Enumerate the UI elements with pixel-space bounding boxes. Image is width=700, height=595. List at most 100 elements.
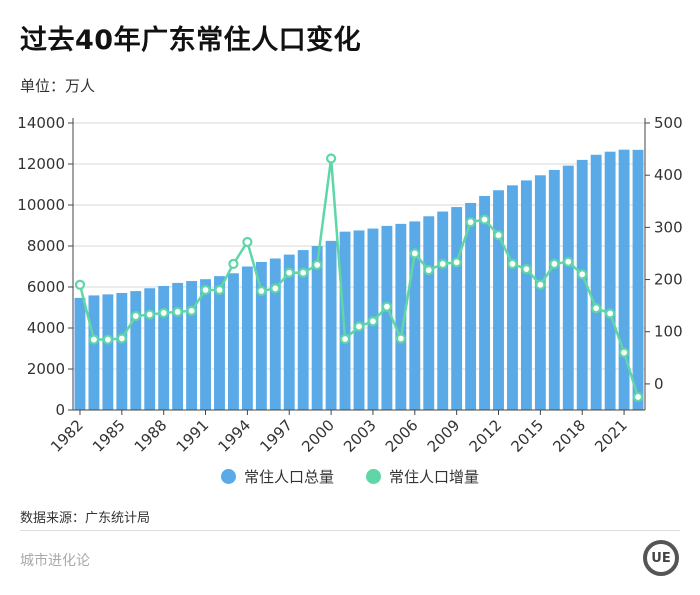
legend-marker-increment <box>366 469 381 484</box>
x-axis-ticks: 1982 1985 1988 1991 1994 1997 2000 2003 2006 2009… <box>47 410 631 456</box>
x-tick-label: 2018 <box>549 416 589 456</box>
x-tick-label: 2021 <box>591 416 631 456</box>
point-1993 <box>228 258 239 269</box>
legend-item-total[interactable]: 常住人口总量 <box>220 466 334 487</box>
point-2018 <box>577 269 588 280</box>
legend: 常住人口总量 常住人口增量 <box>0 466 700 487</box>
bar-2013 <box>507 185 518 410</box>
point-1992 <box>214 284 225 296</box>
legend-marker-total <box>220 469 236 484</box>
bar-1986 <box>130 291 142 410</box>
bar-2009 <box>451 207 463 410</box>
unit-label: 单位：万人 <box>20 77 96 95</box>
point-1999 <box>312 259 323 271</box>
x-tick-label: 2012 <box>466 416 506 456</box>
bar-1994 <box>241 266 253 410</box>
point-2013 <box>507 258 518 269</box>
bar-2000 <box>325 240 337 410</box>
bar-2005 <box>395 223 407 410</box>
right-tick-label: 0 <box>654 375 664 393</box>
bar-2004 <box>381 225 393 410</box>
bar-1987 <box>144 288 156 410</box>
point-2007 <box>423 265 434 276</box>
bar-1997 <box>283 254 295 410</box>
x-tick-label: 1985 <box>89 416 129 456</box>
bar-1985 <box>116 292 128 410</box>
point-2001 <box>339 333 351 345</box>
axes <box>72 118 646 411</box>
bar-2012 <box>493 190 504 410</box>
bar-2008 <box>437 211 449 410</box>
bar-2011 <box>479 195 491 410</box>
point-2012 <box>493 230 504 241</box>
bar-2022 <box>632 149 644 411</box>
point-2014 <box>521 264 532 275</box>
bar-series <box>74 149 644 411</box>
point-1982 <box>74 279 86 290</box>
point-1995 <box>256 285 267 297</box>
point-1988 <box>158 307 169 319</box>
bar-2020 <box>604 151 616 410</box>
point-1991 <box>200 284 211 296</box>
point-1987 <box>144 309 155 320</box>
x-tick-label: 2000 <box>298 416 338 456</box>
bar-1991 <box>200 279 211 410</box>
population-chart: 0 2000 4000 6000 8000 10000 12000 14000 0 100 200… <box>17 114 683 456</box>
point-2016 <box>549 258 560 269</box>
brand-name: 城市进化论 <box>20 553 90 569</box>
bar-1983 <box>88 295 100 410</box>
x-tick-label: 2006 <box>382 416 422 456</box>
right-tick-label: 500 <box>654 114 683 132</box>
point-2011 <box>479 214 490 225</box>
bar-2006 <box>409 221 421 410</box>
x-tick-label: 1982 <box>47 416 87 456</box>
legend-item-increment[interactable]: 常住人口增量 <box>366 466 479 487</box>
right-tick-label: 100 <box>654 323 683 341</box>
bar-2018 <box>576 159 588 410</box>
point-2015 <box>535 279 546 290</box>
point-2002 <box>353 321 365 332</box>
bar-1989 <box>172 282 184 410</box>
point-1984 <box>102 334 113 345</box>
point-2000 <box>325 153 337 164</box>
bar-2002 <box>353 230 365 410</box>
right-tick-label: 200 <box>654 271 683 289</box>
point-2021 <box>618 347 630 358</box>
bar-2021 <box>618 149 630 410</box>
x-tick-label: 2009 <box>424 416 464 456</box>
point-2006 <box>409 248 420 259</box>
bar-2019 <box>590 154 602 410</box>
legend-label-total: 常住人口总量 <box>243 468 334 486</box>
point-1998 <box>298 267 309 278</box>
right-axis-ticks: 0 100 200 300 400 500 <box>645 114 683 393</box>
right-tick-label: 300 <box>654 218 683 236</box>
point-1986 <box>130 310 141 322</box>
point-2004 <box>381 301 393 312</box>
bar-2010 <box>465 202 477 410</box>
page-title: 过去40年广东常住人口变化 <box>20 25 362 56</box>
line-series <box>74 153 644 403</box>
bar-1995 <box>255 261 267 410</box>
left-tick-label: 0 <box>55 401 65 419</box>
bar-1992 <box>214 276 225 410</box>
point-2008 <box>437 258 448 269</box>
point-2010 <box>465 217 476 228</box>
left-axis-ticks: 0 2000 4000 6000 8000 10000 12000 14000 <box>17 114 73 419</box>
point-2003 <box>367 316 379 327</box>
bar-1984 <box>102 294 114 410</box>
bar-1988 <box>158 285 170 410</box>
data-source: 数据来源：广东统计局 <box>20 511 151 526</box>
point-2019 <box>591 303 602 314</box>
point-1983 <box>88 334 100 345</box>
bar-1996 <box>269 258 281 410</box>
point-1996 <box>270 283 281 294</box>
left-tick-label: 2000 <box>27 360 65 378</box>
bar-2016 <box>548 169 560 410</box>
footer-divider <box>20 530 680 531</box>
point-2022 <box>632 391 644 403</box>
point-2017 <box>563 256 574 267</box>
point-2009 <box>451 257 462 268</box>
point-1994 <box>242 236 253 248</box>
bar-2017 <box>562 165 574 410</box>
bar-2015 <box>534 175 546 410</box>
